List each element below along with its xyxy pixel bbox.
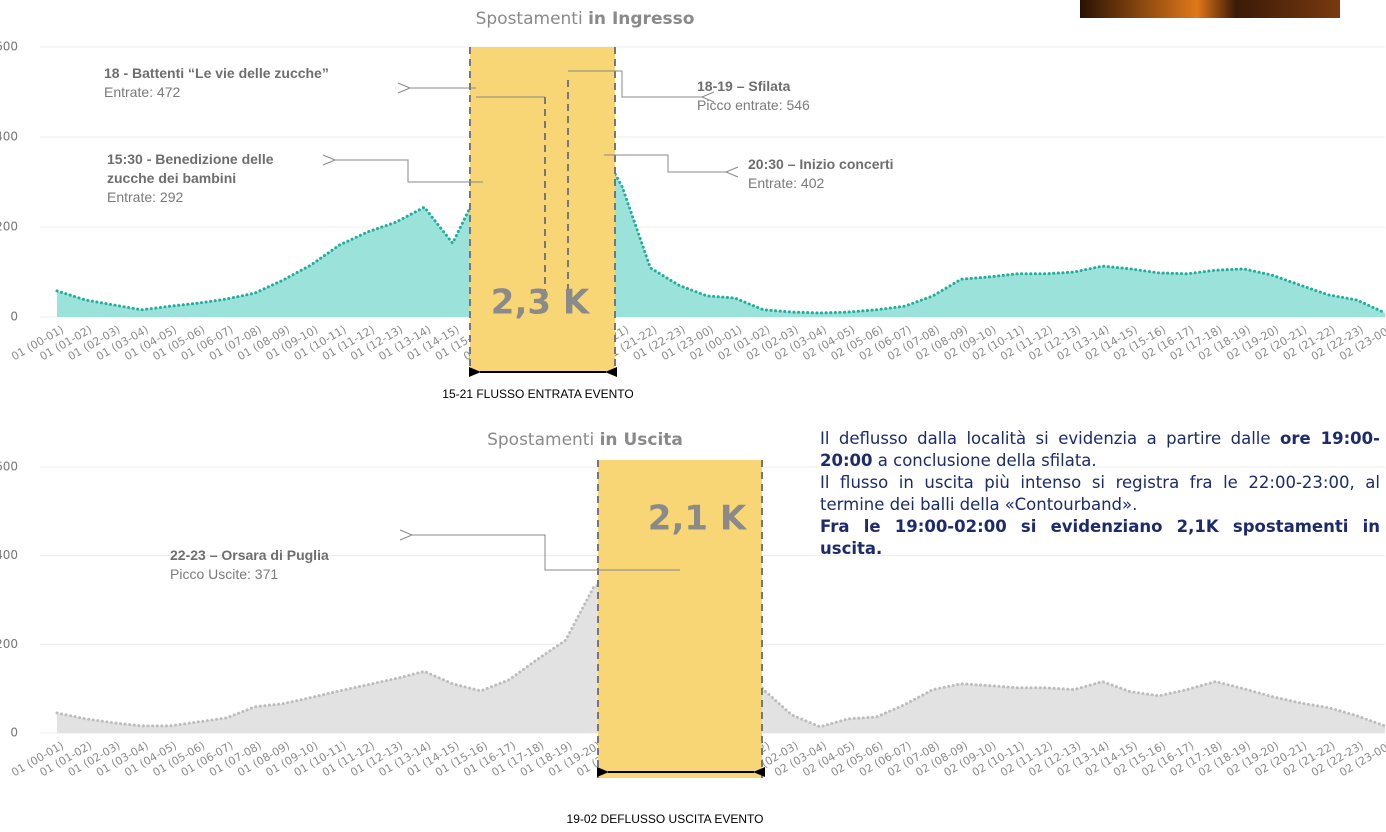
y-tick-label: 200 (0, 637, 18, 651)
area (57, 71, 1385, 317)
text-run: ore 19:00-20:00 (820, 429, 1380, 470)
line (55, 68, 1386, 315)
highlight-label: 2,3 K (491, 283, 591, 323)
highlight-label: 2,1 K (648, 499, 748, 539)
annotation-text: Entrate: 402 (748, 175, 825, 191)
title-part: Spostamenti (476, 9, 583, 29)
text-run: a conclusione della sfilata. (872, 451, 1097, 470)
highlight-box (598, 460, 762, 778)
highlight-caption: 15-21 FLUSSO ENTRATA EVENTO (442, 387, 633, 401)
annotation: 22-23 – Orsara di Puglia Picco Uscite: 37… (170, 546, 329, 584)
arrow (412, 535, 680, 571)
highlight-box (470, 47, 615, 372)
arrow (604, 154, 726, 172)
arrow (335, 160, 483, 183)
highlight-caption: 19-02 DEFLUSSO USCITA EVENTO (567, 812, 764, 826)
y-tick-label: 0 (10, 310, 18, 324)
y-tick-label: 600 (0, 40, 18, 54)
y-tick-label: 400 (0, 130, 18, 144)
arrow (568, 70, 702, 97)
annotation: 20:30 – Inizio concerti Entrate: 402 (748, 155, 894, 193)
chart-title: Spostamenti in Uscita (487, 430, 683, 450)
title-part: Spostamenti (487, 430, 594, 450)
y-tick-label: 400 (0, 548, 18, 562)
paragraph: Fra le 19:00-02:00 si evidenziano 2,1K s… (820, 516, 1380, 560)
annotation: 15:30 - Benedizione delle zucche dei bam… (107, 150, 322, 207)
text-run: Fra le 19:00-02:00 si evidenziano 2,1K s… (820, 517, 1380, 558)
annotation-text: Picco entrate: 546 (697, 97, 810, 113)
annotation-text: Entrate: 472 (104, 84, 181, 100)
text-run: Il deflusso dalla località si evidenzia … (820, 429, 1280, 448)
text-run: Il flusso in uscita più intenso si regis… (820, 473, 1380, 514)
annotation: 18-19 – Sfilata Picco entrate: 546 (697, 77, 810, 115)
y-tick-label: 600 (0, 460, 18, 474)
annotation-text: Picco Uscite: 371 (170, 566, 279, 582)
chart-title: Spostamenti in Ingresso (476, 9, 695, 29)
title-part: in Uscita (600, 430, 683, 450)
y-tick-label: 0 (10, 726, 18, 740)
annotation-title: 22-23 – Orsara di Puglia (170, 547, 329, 563)
annotation: 18 - Battenti “Le vie delle zucche” Entra… (104, 64, 329, 102)
annotation-title: 18 - Battenti “Le vie delle zucche” (104, 65, 329, 81)
annotation-title: 15:30 - Benedizione delle zucche dei bam… (107, 151, 274, 186)
annotation-title: 20:30 – Inizio concerti (748, 156, 894, 172)
title-part: in Ingresso (588, 9, 694, 29)
annotation-title: 18-19 – Sfilata (697, 78, 791, 94)
paragraph: Il flusso in uscita più intenso si regis… (820, 472, 1380, 516)
paragraph: Il deflusso dalla località si evidenzia … (820, 428, 1380, 472)
text-panel: Il deflusso dalla località si evidenzia … (820, 428, 1380, 560)
annotation-text: Entrate: 292 (107, 189, 184, 205)
photo (1080, 0, 1340, 18)
y-tick-label: 200 (0, 220, 18, 234)
overlay (335, 47, 765, 778)
